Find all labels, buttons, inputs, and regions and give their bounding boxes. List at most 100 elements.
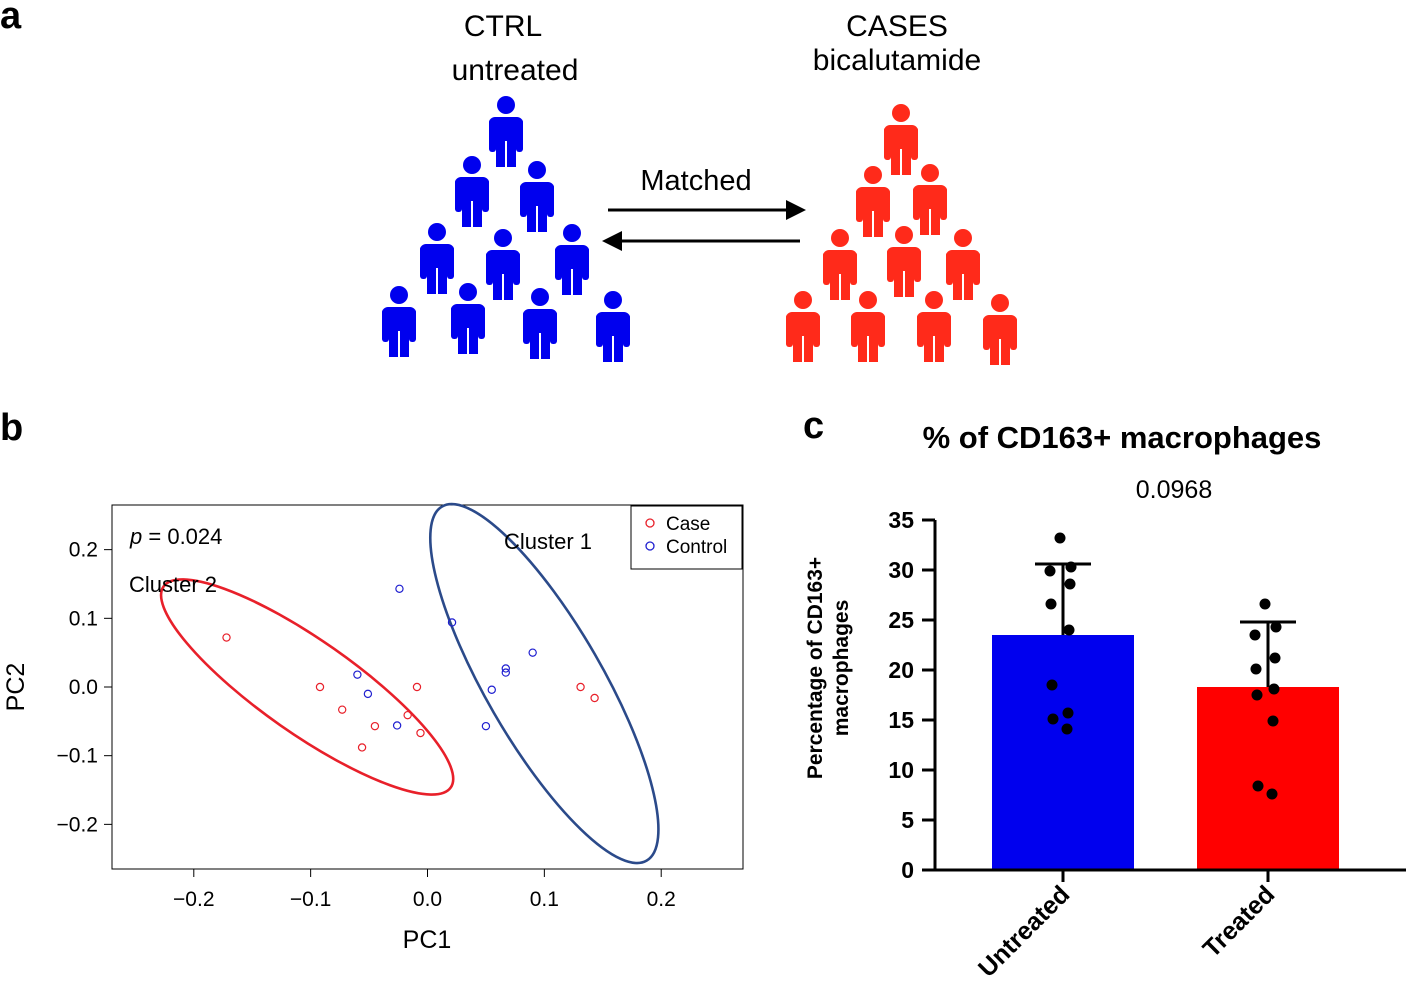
data-point-treated	[1250, 663, 1262, 675]
p-value-annotation: p = 0.024	[129, 524, 222, 549]
ctrl-group-subtitle: untreated	[452, 54, 579, 87]
scatter-y-tick-label: 0.0	[69, 676, 98, 699]
bar-y-tick-label: 10	[888, 757, 914, 783]
control-point	[528, 648, 537, 657]
ctrl-person-icon	[555, 224, 589, 295]
data-point-treated	[1269, 652, 1281, 664]
legend-case-marker	[645, 518, 655, 528]
ctrl-person-icon	[489, 96, 523, 167]
cluster-2-label: Cluster 2	[129, 572, 217, 597]
ctrl-person-icon	[451, 283, 485, 354]
scatter-x-tick-label: 0.1	[530, 888, 559, 911]
panel-a-label: a	[0, 0, 22, 37]
case-person-icon	[823, 229, 857, 300]
data-point-untreated	[1062, 707, 1074, 719]
matched-label: Matched	[640, 165, 751, 197]
error-bars	[1035, 562, 1296, 687]
bar-chart-p-value: 0.0968	[1136, 476, 1212, 504]
case-person-icon	[946, 229, 980, 300]
data-point-treated	[1252, 780, 1264, 792]
control-point	[392, 721, 402, 730]
legend-control-marker	[645, 541, 655, 551]
control-point	[501, 668, 510, 677]
control-point	[481, 721, 491, 731]
data-point-untreated	[1044, 565, 1056, 577]
data-point-treated	[1270, 621, 1282, 633]
data-point-untreated	[1064, 578, 1076, 590]
bar-y-axis-label: Percentage of CD163+ macrophages	[804, 557, 853, 779]
scatter-y-tick-label: −0.1	[57, 745, 98, 768]
p-value-number: = 0.024	[148, 524, 222, 549]
data-point-untreated	[1065, 561, 1077, 573]
bar-series	[992, 635, 1339, 870]
arrow-right	[608, 200, 806, 220]
bar-y-axis: 0 5 10 15 20 25 30 35	[888, 507, 935, 883]
scatter-x-tick-label: −0.1	[290, 888, 331, 911]
ctrl-person-icon	[523, 288, 557, 359]
data-point-treated	[1267, 715, 1279, 727]
case-point	[357, 743, 367, 752]
control-point	[363, 689, 373, 699]
case-person-icon	[884, 104, 918, 175]
bar-y-tick-label: 25	[888, 607, 914, 633]
case-point	[576, 682, 585, 692]
case-person-icon	[913, 164, 947, 235]
cases-group-title: CASES	[846, 10, 948, 43]
ctrl-person-icon	[520, 161, 554, 232]
bar-y-axis-label-line2: macrophages	[830, 600, 853, 737]
scatter-x-axis-label: PC1	[403, 926, 452, 954]
scatter-x-tick-label: 0.0	[413, 888, 442, 911]
scatter-y-tick-label: 0.2	[69, 539, 98, 562]
control-point	[395, 584, 404, 593]
arrow-left	[602, 231, 800, 251]
cluster-2-ellipse	[159, 578, 455, 796]
bar-chart-title: % of CD163+ macrophages	[923, 420, 1322, 455]
control-point	[487, 685, 496, 694]
data-point-untreated	[1047, 713, 1059, 725]
bar-y-axis-label-line1: Percentage of CD163+	[804, 557, 827, 779]
panel-b-label: b	[0, 407, 23, 449]
panel-c: c % of CD163+ macrophages 0.0968 0 5 10 15 2…	[803, 405, 1406, 983]
case-point	[403, 710, 412, 720]
data-point-treated	[1249, 629, 1261, 641]
cluster-1-label: Cluster 1	[504, 529, 592, 554]
case-point	[222, 633, 231, 642]
legend-control-label: Control	[666, 537, 727, 558]
bar-treated	[1197, 687, 1339, 870]
bar-y-tick-label: 20	[888, 657, 914, 683]
case-point	[370, 721, 380, 731]
bar-x-tick-label-untreated: Untreated	[973, 880, 1075, 982]
scatter-points	[222, 584, 599, 752]
bar-y-tick-label: 5	[901, 807, 914, 833]
error-bar-treated	[1240, 620, 1296, 687]
case-person-icon	[917, 291, 951, 362]
scatter-y-axis: 0.2 0.1 0.0 −0.1 −0.2	[57, 539, 112, 836]
case-point	[416, 728, 425, 738]
bar-x-axis: Untreated Treated	[973, 870, 1280, 983]
case-person-icon	[856, 166, 890, 237]
scatter-y-axis-label: PC2	[2, 663, 30, 712]
legend-case-label: Case	[666, 514, 710, 535]
data-point-treated	[1251, 689, 1263, 701]
case-person-icon	[851, 291, 885, 362]
ctrl-person-icon	[382, 286, 416, 357]
ctrl-people-pyramid	[382, 96, 630, 362]
cases-people-pyramid	[786, 104, 1017, 365]
case-point	[412, 682, 422, 692]
bar-untreated	[992, 635, 1134, 870]
cluster-1-ellipse	[428, 502, 660, 865]
data-point-untreated	[1061, 723, 1073, 735]
control-point	[353, 670, 362, 679]
scatter-y-tick-label: 0.1	[69, 607, 98, 630]
panel-c-label: c	[803, 405, 824, 447]
scatter-x-tick-label: −0.2	[173, 888, 214, 911]
control-point	[501, 664, 510, 673]
bar-y-tick-label: 0	[901, 857, 914, 883]
ctrl-person-icon	[596, 291, 630, 362]
case-person-icon	[887, 226, 921, 297]
ctrl-person-icon	[455, 156, 489, 227]
data-point-treated	[1259, 598, 1271, 610]
bar-x-tick-label-treated: Treated	[1198, 880, 1281, 963]
error-bar-untreated	[1035, 562, 1091, 635]
bar-y-tick-label: 35	[888, 507, 914, 533]
